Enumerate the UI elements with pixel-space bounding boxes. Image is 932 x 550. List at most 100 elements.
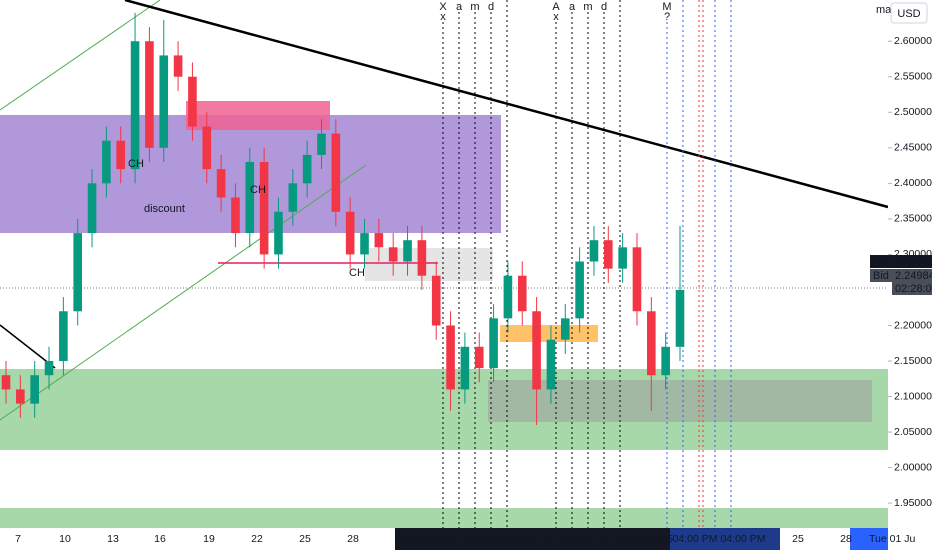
candle-body (661, 346, 670, 376)
session-marker: m (583, 1, 592, 13)
demand-zone-low (0, 508, 888, 528)
countdown-box (892, 282, 932, 295)
candle-body (145, 41, 154, 148)
candle-body (647, 311, 656, 376)
x-tick-label: 28 (347, 533, 359, 545)
candle-body (173, 55, 183, 77)
candle-body (102, 140, 111, 184)
candle-body (489, 318, 498, 369)
candle-body (632, 247, 642, 312)
annotation: CH (128, 158, 144, 170)
candle-body (216, 169, 226, 198)
y-tick-label: 2.30000 (894, 248, 932, 260)
ask-label: Ask (873, 256, 892, 268)
currency[interactable]: USD (897, 8, 920, 20)
candle-body (446, 325, 455, 390)
x-tick-label: 04:00 PM (673, 533, 718, 545)
candle-body (374, 233, 384, 248)
time-axis-cursor (850, 528, 888, 550)
x-tick-label: 16 (154, 533, 166, 545)
session-marker: a (456, 1, 463, 13)
x-tick-label: 04:00 PM (465, 533, 510, 545)
channel-line (0, 0, 161, 111)
candle-body (503, 275, 513, 319)
candle-body (546, 339, 556, 390)
x-tick-label: 04:00 PM (721, 533, 766, 545)
grey-box (365, 248, 493, 281)
candle-body (1, 375, 11, 390)
candle-body (116, 140, 126, 170)
candle-body (130, 41, 140, 170)
session-marker: m (470, 1, 479, 13)
x-tick-label: Mo (505, 533, 520, 545)
candle-body (87, 183, 97, 234)
candle-body (403, 240, 412, 262)
bid-label: Bid (873, 270, 889, 282)
candle-body (159, 55, 169, 148)
candle-body (202, 126, 212, 170)
candle-body (16, 389, 25, 404)
candle-body (73, 233, 83, 312)
y-tick-label: 2.35000 (894, 213, 932, 225)
candle-body (317, 133, 326, 155)
y-tick-label: 2.10000 (894, 390, 932, 402)
grey-zone (488, 380, 872, 422)
ask-box (870, 255, 932, 268)
bid-box (870, 269, 932, 282)
corner-label: ma (876, 4, 892, 16)
y-tick-label: 2.00000 (894, 461, 932, 473)
candle-body (259, 162, 269, 255)
x-tick-label: 25 (299, 533, 311, 545)
channel-line (0, 164, 367, 421)
candle-body (589, 240, 599, 262)
y-tick-label: 2.20000 (894, 319, 932, 331)
x-tick-label: 13 (107, 533, 119, 545)
candle-body (231, 197, 240, 234)
time-axis-range (670, 528, 780, 550)
y-tick-label: 2.15000 (894, 355, 932, 367)
order-block (186, 101, 330, 130)
session-marker: M (662, 1, 671, 13)
candle-body (345, 211, 355, 255)
countdown: 02:28:05 (895, 283, 932, 295)
currency-button[interactable] (890, 2, 928, 24)
y-tick-label: 2.50000 (894, 106, 932, 118)
y-tick-label: 2.55000 (894, 71, 932, 83)
candle-body (460, 346, 470, 390)
session-marker: a (569, 1, 576, 13)
y-tick-label: 2.45000 (894, 142, 932, 154)
y-tick-label: 2.60000 (894, 35, 932, 47)
x-tick-label: 25 (792, 533, 804, 545)
session-marker-sub: x (440, 11, 446, 23)
candle-body (603, 240, 613, 269)
candle-body (431, 275, 441, 326)
trend-line-small (0, 324, 56, 369)
x-tick-label: 22 (251, 533, 263, 545)
session-marker: d (488, 1, 494, 13)
y-tick-label: 2.40000 (894, 177, 932, 189)
candle-body (517, 275, 527, 312)
candle-body (59, 311, 68, 362)
candle-body (274, 211, 283, 255)
x-tick-label: 10 (59, 533, 71, 545)
annotation: discount (144, 203, 185, 215)
time-axis-range (395, 528, 670, 550)
x-tick-label: Tue 01 Ju (869, 533, 915, 545)
x-tick-label: Mo (395, 533, 410, 545)
candle-body (417, 240, 427, 276)
x-tick-label: 7 (15, 533, 21, 545)
candle-body (302, 154, 312, 184)
session-marker: d (601, 1, 607, 13)
candle-body (474, 346, 484, 369)
x-tick-label: 04:00 PM (624, 533, 669, 545)
candle-body (331, 133, 341, 212)
session-marker: A (552, 1, 560, 13)
y-tick-label: 1.95000 (894, 497, 932, 509)
session-marker-sub: x (553, 11, 559, 23)
x-tick-label: Fri 13 Jun '25 (566, 533, 629, 545)
x-tick-label: 19 (203, 533, 215, 545)
y-tick-label: 2.05000 (894, 426, 932, 438)
x-tick-label: 5 (667, 533, 673, 545)
